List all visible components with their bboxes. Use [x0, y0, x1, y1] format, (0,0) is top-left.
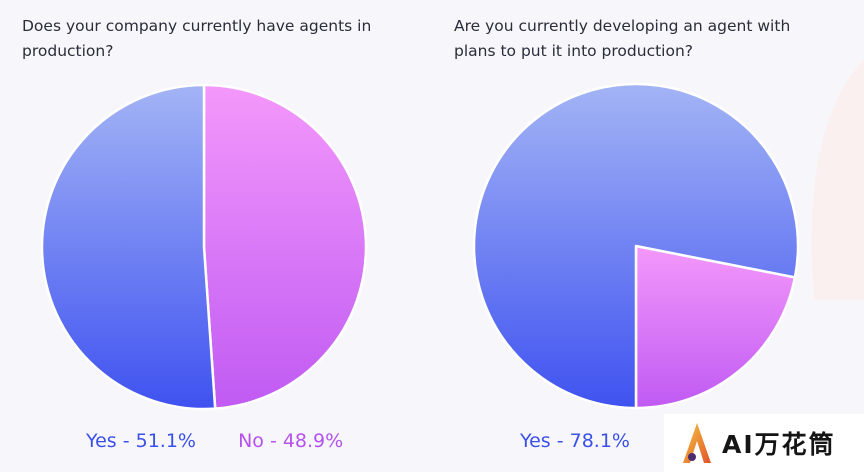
decorative-swoosh	[811, 60, 864, 300]
watermark: AI万花筒	[664, 414, 864, 472]
watermark-logo-icon	[683, 423, 711, 463]
legend-yes: Yes - 51.1%	[86, 430, 196, 452]
pie-slice-yes	[472, 82, 800, 410]
pie-chart	[40, 83, 368, 411]
chart-panel-left: Does your company currently have agents …	[0, 0, 420, 472]
chart-title: Are you currently developing an agent wi…	[454, 17, 791, 60]
pie-chart	[472, 82, 800, 410]
chart-panel-right: Are you currently developing an agent wi…	[432, 0, 852, 472]
chart-title: Does your company currently have agents …	[22, 17, 372, 60]
watermark-text: AI万花筒	[722, 430, 836, 459]
pie-slice-no	[202, 83, 368, 410]
chart-legend: Yes - 78.1% N	[520, 430, 686, 452]
pie-slice-no	[634, 244, 797, 410]
pie-slice-yes	[40, 83, 217, 411]
chart-legend: Yes - 51.1% No - 48.9%	[86, 430, 343, 452]
legend-yes: Yes - 78.1%	[520, 430, 630, 452]
legend-no: No - 48.9%	[238, 430, 344, 452]
